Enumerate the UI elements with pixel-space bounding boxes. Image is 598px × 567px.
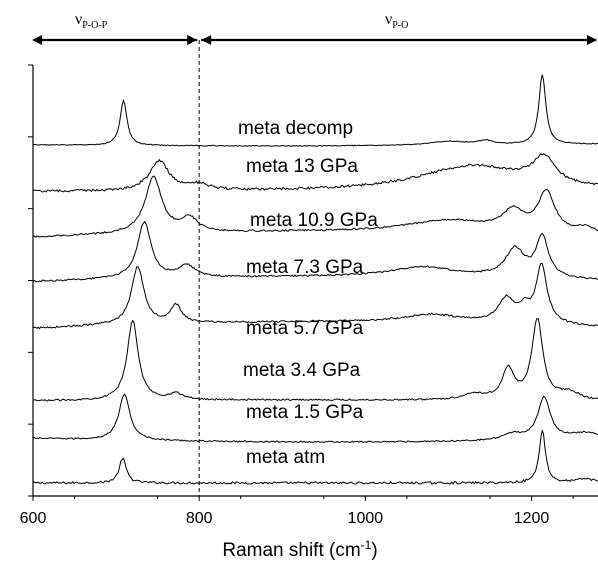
region-annotations: νP-O-P νP-O [32,11,597,45]
trace-label: meta 3.4 GPa [243,360,361,381]
trace-meta-7-3-gpa [32,220,598,283]
trace-meta-13-gpa [32,153,598,193]
x-tick-label: 1000 [348,510,384,527]
trace-label: meta 1.5 GPa [246,402,364,423]
x-tick-label: 600 [20,510,47,527]
x-tick-labels: 600 800 1000 1200 [20,510,550,527]
trace-meta-decomp [32,74,598,147]
region-label-p-o: νP-O [385,11,408,31]
trace-label: meta decomp [238,118,353,139]
trace-label: meta atm [246,447,325,468]
x-axis-title: Raman shift (cm-1) [222,538,377,561]
trace-meta-1-5-gpa [32,393,598,444]
trace-meta-3-4-gpa [32,318,598,402]
x-axis-title-sup: -1 [361,538,372,552]
region-label-p-o-p: νP-O-P [75,11,108,31]
trace-label: meta 7.3 GPa [246,257,364,278]
trace-labels: meta atm meta 1.5 GPa meta 3.4 GPa meta 5.7… [238,118,378,468]
region-arrow-p-o [201,35,597,45]
x-axis-title-end: ) [371,540,377,561]
trace-meta-10-9-gpa [32,175,598,238]
trace-label: meta 5.7 GPa [246,318,364,339]
x-axis-title-main: Raman shift (cm [222,540,360,561]
trace-label: meta 10.9 GPa [250,210,378,231]
spectra-traces [32,74,598,485]
trace-meta-5-7-gpa [32,262,598,330]
trace-label: meta 13 GPa [246,156,358,177]
x-tick-label: 1200 [514,510,550,527]
x-tick-label: 800 [186,510,213,527]
region-arrow-p-o-p [32,35,198,45]
trace-meta-atm [32,428,598,485]
